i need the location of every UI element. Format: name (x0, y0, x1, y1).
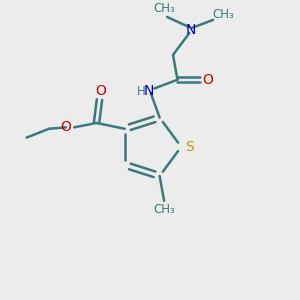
Text: O: O (95, 84, 106, 98)
Text: O: O (61, 120, 71, 134)
Text: CH₃: CH₃ (153, 2, 175, 15)
Text: O: O (203, 73, 214, 87)
Text: CH₃: CH₃ (213, 8, 234, 20)
Text: CH₃: CH₃ (153, 203, 175, 216)
Text: S: S (185, 140, 194, 154)
Text: H: H (137, 85, 146, 98)
Text: N: N (144, 84, 154, 98)
Text: N: N (186, 22, 196, 37)
